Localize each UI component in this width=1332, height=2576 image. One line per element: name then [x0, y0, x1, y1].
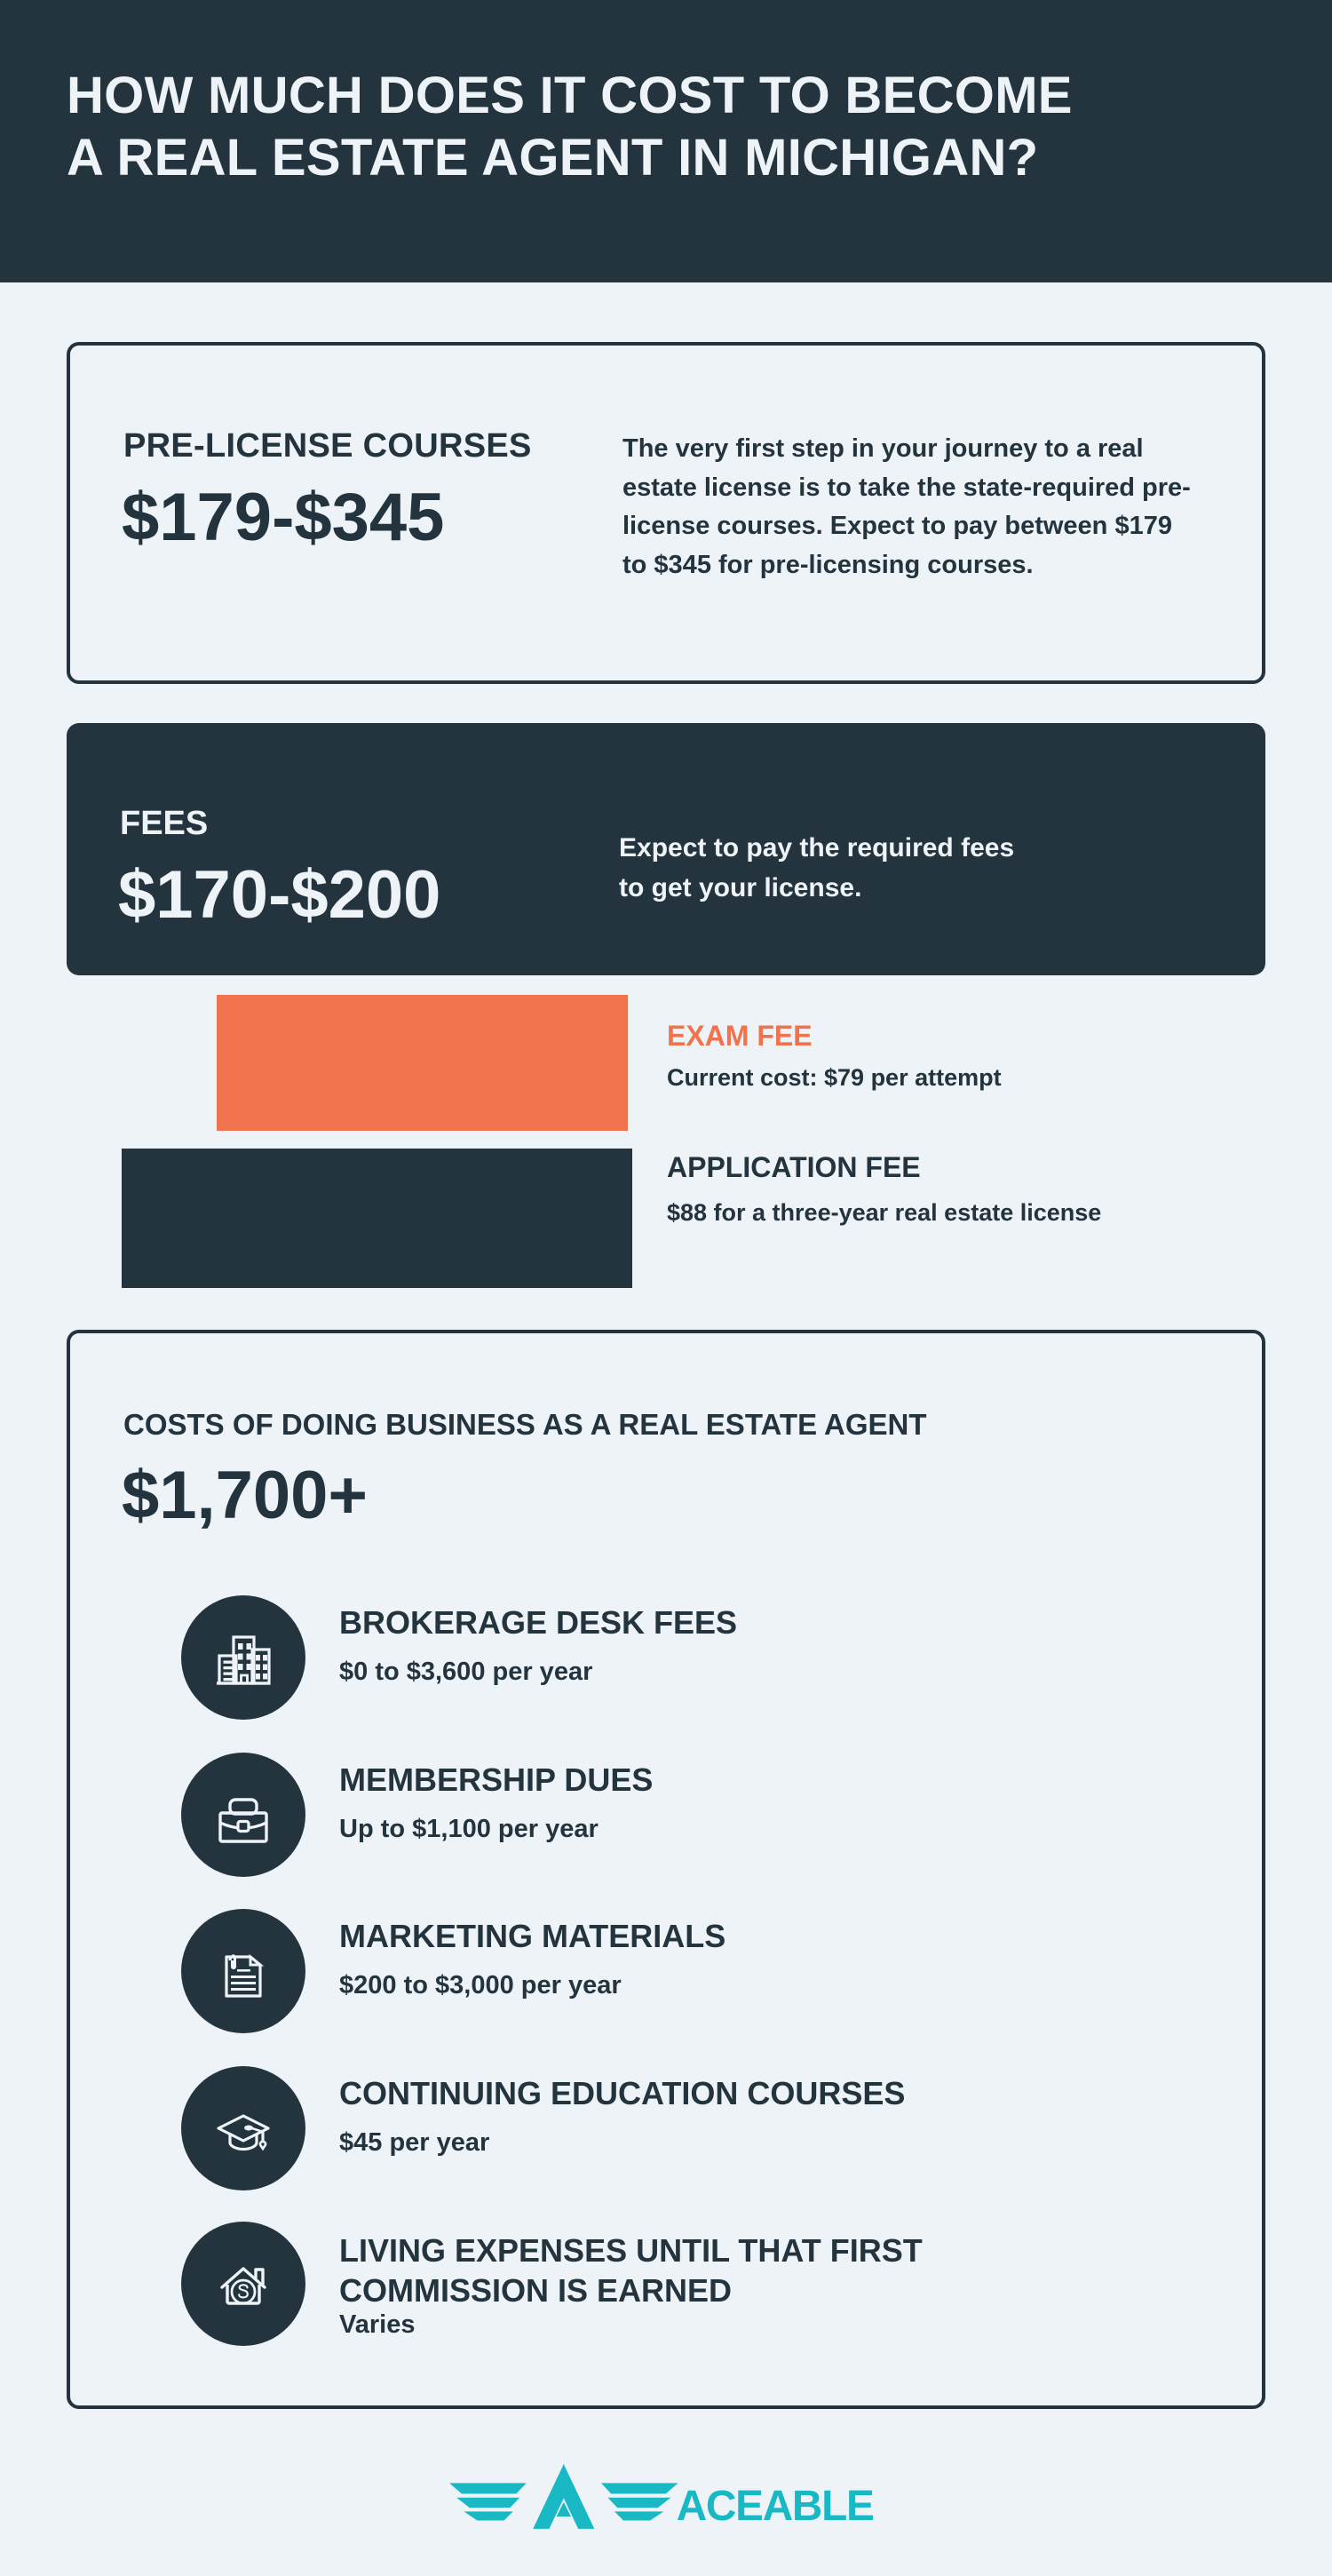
svg-text:ACEABLE: ACEABLE — [677, 2483, 874, 2530]
